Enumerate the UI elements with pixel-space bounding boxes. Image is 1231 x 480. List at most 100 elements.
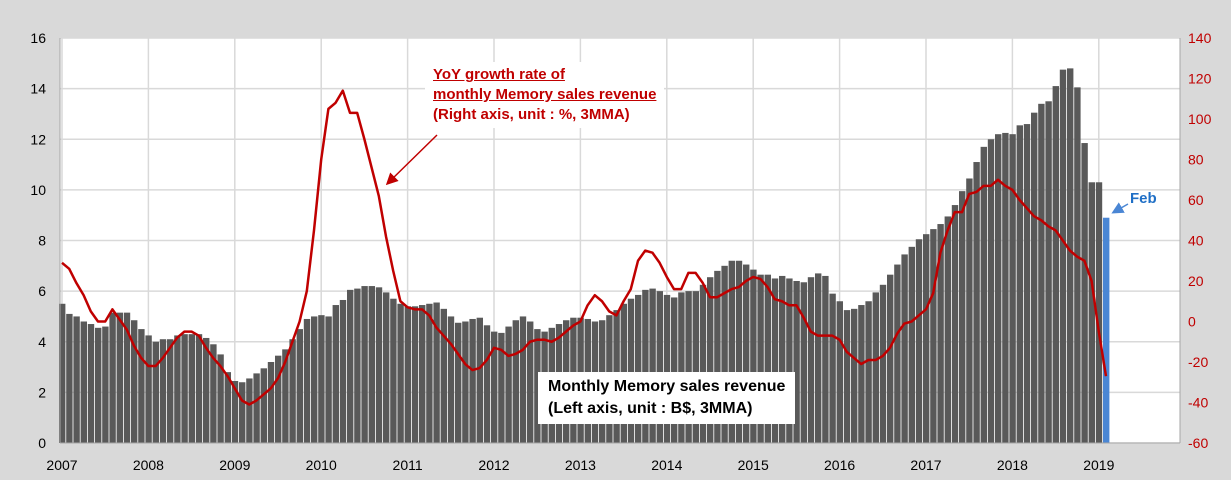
bar: [375, 287, 383, 443]
bar: [1052, 86, 1059, 443]
bar: [951, 205, 959, 443]
bar: [649, 288, 656, 443]
x-tick-label: 2010: [306, 457, 337, 473]
bar: [267, 362, 275, 443]
line-label-2: monthly Memory sales revenue: [433, 86, 657, 103]
bar: [901, 254, 908, 443]
bar: [203, 337, 210, 443]
bar: [807, 277, 815, 443]
right-tick-label: 20: [1188, 273, 1204, 289]
bar: [462, 321, 469, 443]
bar: [239, 382, 246, 443]
bar: [1074, 87, 1081, 443]
bar: [109, 312, 116, 443]
bar: [865, 301, 872, 443]
line-label-1: YoY growth rate of: [433, 66, 565, 83]
bar: [786, 278, 793, 443]
right-tick-label: -60: [1188, 435, 1208, 451]
bar: [930, 229, 937, 443]
bar: [1067, 68, 1074, 443]
bar: [995, 134, 1002, 443]
right-tick-label: 40: [1188, 233, 1204, 249]
bar: [426, 303, 433, 443]
bar: [383, 292, 390, 443]
bar: [923, 234, 930, 443]
bar: [275, 355, 282, 443]
bar: [966, 178, 973, 443]
bar: [289, 339, 296, 443]
bar: [627, 298, 635, 443]
bar: [447, 316, 455, 443]
bar: [908, 246, 915, 443]
bar: [707, 277, 714, 443]
bar: [1081, 143, 1088, 443]
bar: [116, 312, 123, 443]
bar: [361, 286, 368, 443]
bar: [195, 334, 203, 443]
bar: [872, 292, 879, 443]
bar: [678, 292, 685, 443]
bar: [419, 305, 426, 443]
bar: [145, 335, 152, 443]
bar: [656, 291, 663, 443]
right-tick-label: 80: [1188, 152, 1204, 168]
bar: [1009, 134, 1016, 443]
bar: [887, 274, 894, 443]
bar: [188, 334, 195, 443]
bar: [498, 332, 505, 443]
left-tick-label: 6: [38, 283, 46, 299]
bar: [505, 326, 512, 443]
bar: [1023, 124, 1031, 443]
bar: [411, 306, 419, 443]
bar: [390, 298, 397, 443]
bar: [721, 265, 728, 443]
bar: [735, 260, 743, 443]
bar: [167, 339, 174, 443]
bar: [512, 320, 519, 443]
bar: [685, 291, 692, 443]
left-tick-label: 2: [38, 384, 46, 400]
bar: [433, 302, 440, 443]
line-series-label: YoY growth rate of monthly Memory sales …: [425, 62, 665, 128]
bar: [339, 299, 347, 443]
bar: [231, 380, 239, 443]
bar: [692, 291, 699, 443]
right-tick-label: 0: [1188, 314, 1196, 330]
bar: [1038, 103, 1045, 443]
bar: [836, 301, 843, 443]
bar: [159, 339, 167, 443]
bar: [296, 329, 303, 443]
feb-arrow: [1111, 202, 1129, 214]
bar: [102, 326, 109, 443]
bar: [131, 320, 138, 443]
bar: [534, 329, 541, 443]
bar: [469, 318, 476, 443]
bar: [959, 191, 966, 443]
bar-label-2: (Left axis, unit : B$, 3MMA): [548, 400, 753, 417]
bar: [851, 308, 858, 443]
x-tick-label: 2007: [46, 457, 77, 473]
bar: [815, 273, 822, 443]
right-tick-label: 120: [1188, 71, 1212, 87]
x-tick-label: 2012: [478, 457, 509, 473]
bar: [714, 270, 721, 443]
bar: [642, 289, 649, 443]
x-tick-label: 2009: [219, 457, 250, 473]
bar: [332, 305, 339, 443]
bar: [1059, 69, 1067, 443]
x-tick-label: 2014: [651, 457, 682, 473]
right-tick-label: 140: [1188, 30, 1212, 46]
bar: [980, 146, 987, 443]
bar: [483, 325, 491, 443]
bar: [354, 288, 361, 443]
bar: [491, 331, 498, 443]
x-tick-label: 2008: [133, 457, 164, 473]
bar: [699, 284, 707, 443]
bar-label-1: Monthly Memory sales revenue: [548, 378, 786, 395]
bar: [59, 303, 66, 443]
left-tick-label: 10: [30, 182, 46, 198]
bar: [894, 264, 901, 443]
line-label-3: (Right axis, unit : %, 3MMA): [433, 106, 630, 123]
bar: [1095, 182, 1103, 443]
